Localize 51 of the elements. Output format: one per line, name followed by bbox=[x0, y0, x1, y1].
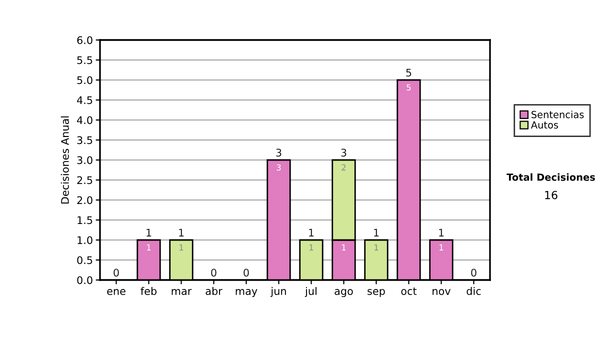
x-tick-label: mar bbox=[172, 289, 192, 296]
data-label: 1 bbox=[440, 244, 444, 250]
x-tick-label: feb bbox=[140, 286, 157, 296]
data-label: 5 bbox=[406, 84, 411, 91]
y-tick-label: 5.0 bbox=[77, 76, 92, 84]
x-tick-label: abr bbox=[206, 286, 222, 296]
x-tick-label: jul bbox=[304, 286, 316, 298]
total-label: 3 bbox=[341, 148, 346, 157]
x-tick-label: jun bbox=[270, 286, 286, 298]
text: 16 bbox=[545, 190, 558, 200]
total-label: 0 bbox=[211, 268, 216, 277]
total-label: 0 bbox=[471, 268, 476, 277]
data-label: 1 bbox=[374, 244, 378, 250]
data-label: 1 bbox=[180, 244, 184, 250]
y-tick-label: 3.0 bbox=[77, 156, 92, 164]
total-label: 1 bbox=[374, 228, 379, 236]
y-tick-label: 2.5 bbox=[77, 176, 92, 184]
total-label: 5 bbox=[406, 68, 412, 77]
y-tick-label: 4.0 bbox=[77, 116, 92, 124]
data-label: 1 bbox=[147, 244, 151, 250]
x-tick-label: dic bbox=[466, 286, 481, 296]
y-tick-label: 3.5 bbox=[77, 136, 92, 144]
y-tick-label: 1.0 bbox=[78, 236, 92, 244]
text: Total Decisiones bbox=[506, 173, 595, 181]
y-tick-label: 5.5 bbox=[77, 56, 92, 64]
data-label: 1 bbox=[342, 244, 346, 250]
x-tick-label: ene bbox=[107, 289, 126, 296]
y-tick-label: 4.5 bbox=[77, 96, 92, 104]
y-axis-title: Decisiones Anual bbox=[60, 116, 69, 204]
x-tick-label: oct bbox=[401, 288, 417, 296]
total-label: 0 bbox=[114, 268, 119, 277]
y-tick-label: 6.0 bbox=[77, 36, 92, 44]
y-tick-label: 1.5 bbox=[78, 216, 92, 224]
y-tick-label: 0.5 bbox=[77, 256, 92, 264]
legend-label: Sentencias bbox=[532, 110, 584, 118]
total-label: 1 bbox=[309, 228, 314, 236]
x-tick-label: ago bbox=[334, 289, 353, 298]
x-tick-label: may bbox=[236, 289, 258, 298]
total-label: 1 bbox=[439, 228, 444, 236]
y-tick-label: 0.0 bbox=[77, 276, 92, 284]
data-label: 1 bbox=[310, 244, 314, 250]
data-label: 3 bbox=[276, 164, 281, 171]
x-tick-label: sep bbox=[368, 289, 385, 298]
total-label: 1 bbox=[146, 228, 152, 236]
total-label: 0 bbox=[244, 268, 249, 277]
x-tick-label: nov bbox=[432, 289, 451, 296]
y-tick-label: 2.0 bbox=[77, 196, 92, 204]
data-label: 2 bbox=[342, 164, 346, 170]
total-label: 1 bbox=[179, 228, 184, 236]
legend-label: Autos bbox=[530, 121, 558, 129]
total-label: 3 bbox=[276, 148, 282, 157]
